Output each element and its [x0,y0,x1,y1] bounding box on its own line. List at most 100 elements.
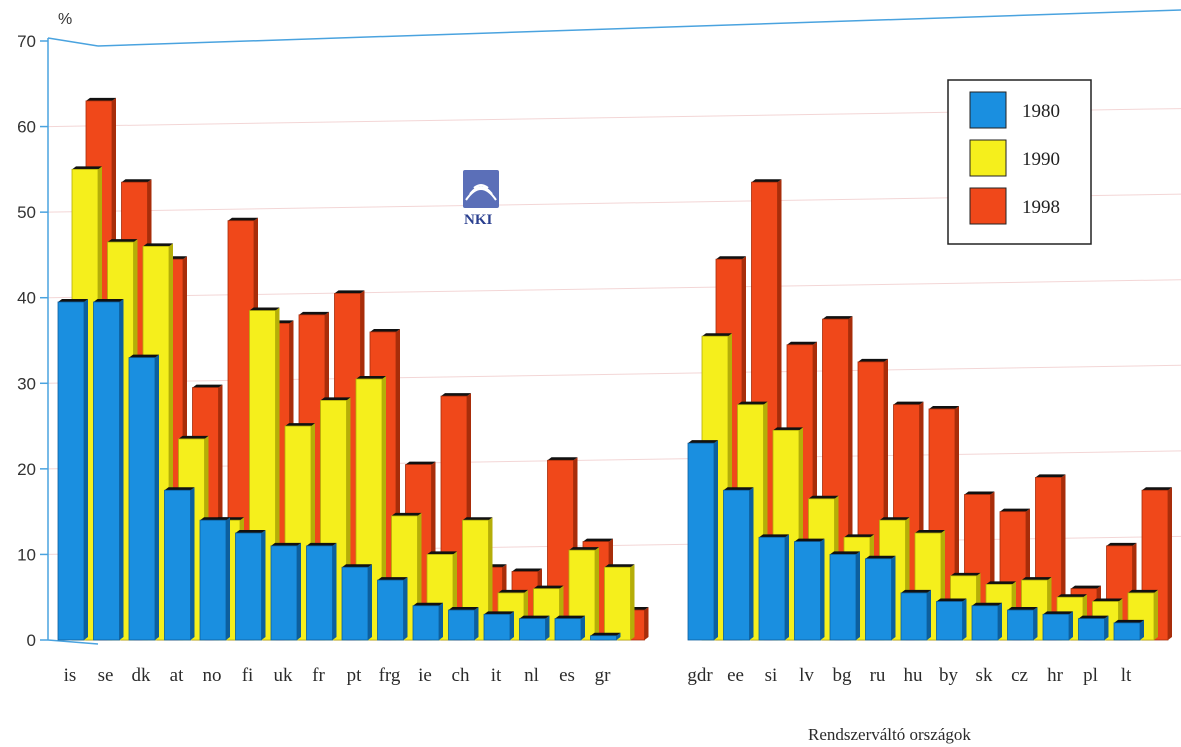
bar [971,605,999,641]
bar-side [439,602,443,640]
bar-side [155,354,159,640]
bar-side [261,530,266,640]
bar [128,357,156,641]
bar-top [1007,607,1038,611]
bar-top [86,97,116,101]
bar-top [604,564,635,568]
bar-top [533,585,564,589]
bar-side [84,298,88,640]
category-label: ee [727,665,744,686]
bar-side [297,542,301,640]
bar-top [787,341,817,345]
bar [687,442,715,641]
bar-top [569,547,599,551]
bar [794,541,821,641]
bar-top [972,602,1002,606]
bar [865,558,892,641]
bar [590,635,617,641]
bar-top [413,602,443,606]
y-tick-label: 50 [17,203,36,222]
bar-top [512,568,542,572]
top-frame-line [97,9,1181,47]
bar [554,618,582,641]
bar-top [107,239,138,243]
legend-box [947,79,1092,245]
y-tick-label: 70 [17,32,36,51]
bar-top [143,243,173,247]
category-label: nl [524,665,539,686]
bar-top [688,440,718,444]
bar-top [356,376,386,380]
logo-text: NKI [464,212,493,228]
bar-top [702,333,732,337]
bar-side [1140,619,1144,640]
bar-side [382,376,386,640]
category-label: hr [1047,665,1064,686]
category-label: by [939,665,959,686]
legend-swatch [969,139,1007,177]
bar-side [1104,615,1109,640]
bar-top [519,615,550,619]
bar-top [1114,619,1144,623]
category-label: sk [976,665,993,686]
bar [341,566,369,641]
legend: 1980 1990 1998 [947,79,1092,245]
top-frame-line-left [47,37,99,47]
category-label: lv [799,665,814,686]
logo-wave-icon [465,184,497,201]
bar-side [119,298,124,640]
bar-top [590,632,621,636]
category-label: frg [379,665,401,686]
bar-side [785,534,789,640]
bar-top [72,166,102,170]
bar [377,579,404,641]
bar-top [200,517,230,521]
grid-line [47,364,1181,384]
legend-label: 1980 [1022,101,1060,122]
bar-top [879,517,910,521]
legend-swatch [969,187,1007,225]
grid-line [47,279,1181,299]
bar-side [595,547,599,640]
category-label: gr [595,665,612,686]
bar [164,489,191,641]
bar [604,566,631,641]
bar-top [121,179,152,183]
bar [758,536,786,641]
bar-top [178,435,209,439]
bar-top [1035,474,1066,478]
y-tick-label: 10 [17,545,36,564]
bar-side [749,487,754,640]
bar-top [320,397,351,401]
bar-top [583,538,613,542]
bar-top [555,615,585,619]
bar-side [1033,607,1038,640]
bar-side [368,564,372,640]
bar-top [723,487,754,491]
bar-top [1021,577,1052,581]
y-tick-label: 60 [17,118,36,137]
legend-label: 1998 [1022,197,1060,218]
bar-side [474,607,479,640]
bar-side [927,589,931,640]
bar-top [751,179,782,183]
bar-top [391,512,422,516]
bar-top [271,542,301,546]
bar-side [962,598,967,640]
bar-top [547,457,578,461]
category-label: cz [1011,665,1028,686]
x-axis-line [47,639,99,645]
bar-top [901,589,931,593]
bar-top [929,405,959,409]
category-label: at [170,665,184,686]
category-label: pl [1083,665,1098,686]
category-label: pt [347,665,363,686]
bar-side [644,607,649,640]
bar-side [714,440,718,640]
bar-top [964,491,995,495]
category-label: uk [274,665,294,686]
bar-top [936,598,967,602]
bar [900,592,928,641]
bar [1042,613,1070,641]
